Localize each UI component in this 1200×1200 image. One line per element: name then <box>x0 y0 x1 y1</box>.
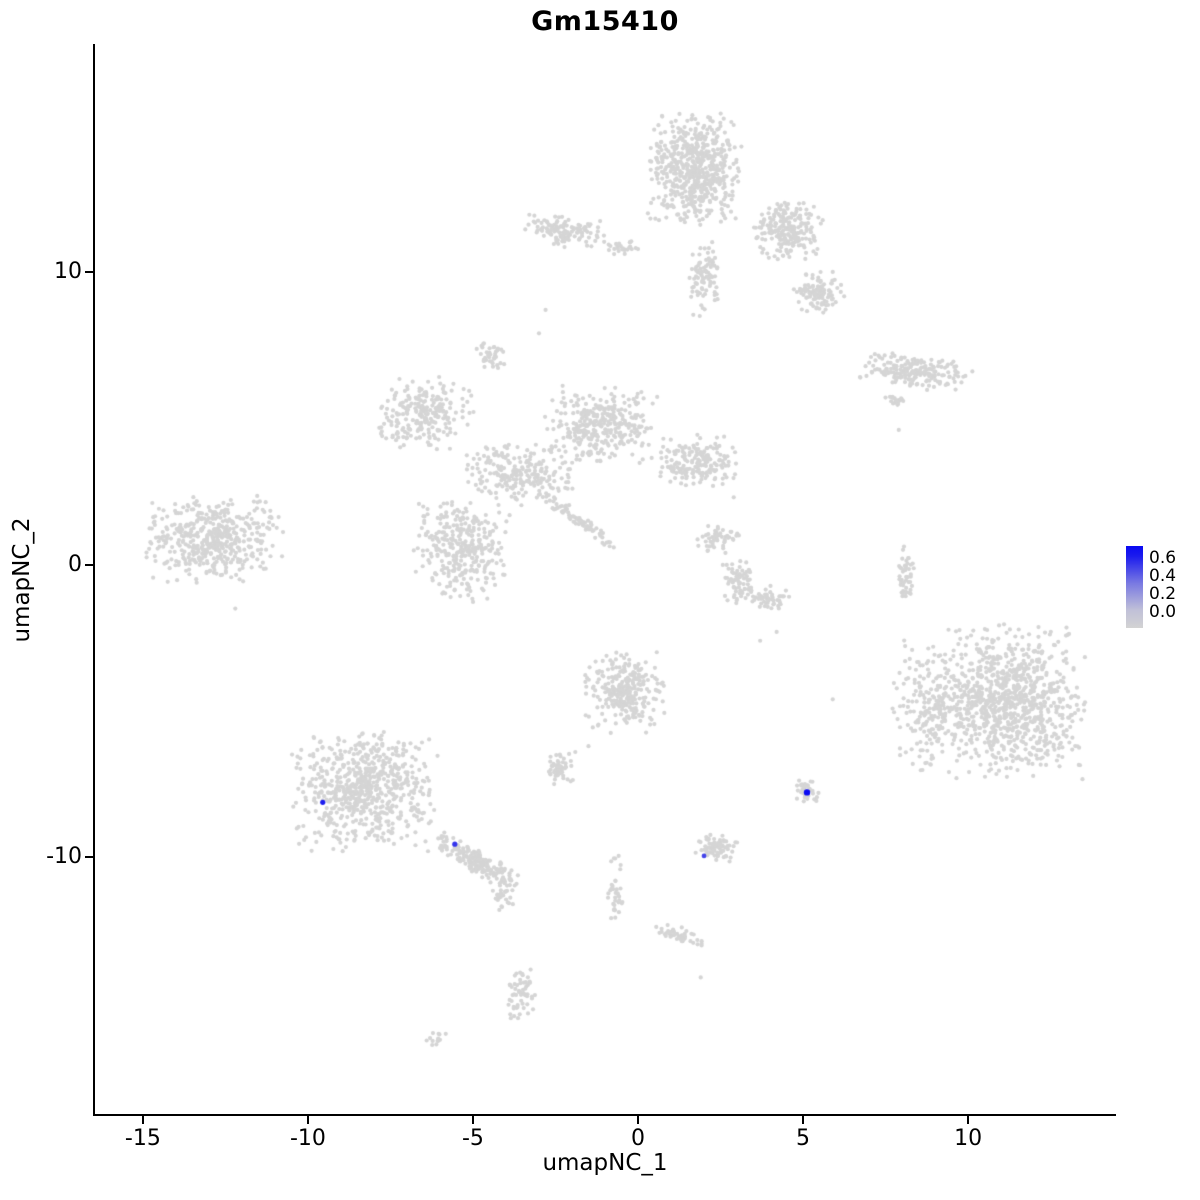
x-tick-label: -5 <box>461 1126 484 1151</box>
legend-tick-label: 0.2 <box>1149 584 1177 604</box>
y-tick-mark <box>85 856 93 859</box>
y-tick-label: -10 <box>46 844 82 870</box>
x-tick-label: 10 <box>954 1126 983 1151</box>
y-tick-label: 10 <box>54 258 82 284</box>
y-axis-line <box>93 44 95 1116</box>
x-tick-mark <box>802 1116 805 1124</box>
x-tick-label: -15 <box>124 1126 161 1151</box>
y-tick-mark <box>85 270 93 273</box>
legend-gradient-bar <box>1126 546 1143 628</box>
x-axis-title: umapNC_1 <box>542 1150 668 1176</box>
x-tick-mark <box>471 1116 474 1124</box>
y-axis-title: umapNC_2 <box>9 517 35 643</box>
x-tick-label: -10 <box>289 1126 326 1151</box>
x-axis-line <box>93 1114 1116 1116</box>
x-tick-mark <box>637 1116 639 1124</box>
legend-tick-label: 0.4 <box>1149 566 1177 586</box>
x-tick-mark <box>967 1116 970 1124</box>
legend: 0.6 0.4 0.2 0.0 <box>1126 546 1200 636</box>
legend-tick-label: 0.0 <box>1149 602 1177 622</box>
x-tick-label: 0 <box>631 1126 645 1151</box>
legend-tick-label: 0.6 <box>1149 548 1177 568</box>
y-tick-mark <box>85 563 93 566</box>
y-tick-label: 0 <box>68 551 82 577</box>
x-tick-mark <box>306 1116 309 1124</box>
x-tick-mark <box>141 1116 144 1124</box>
x-tick-label: 5 <box>796 1126 811 1151</box>
